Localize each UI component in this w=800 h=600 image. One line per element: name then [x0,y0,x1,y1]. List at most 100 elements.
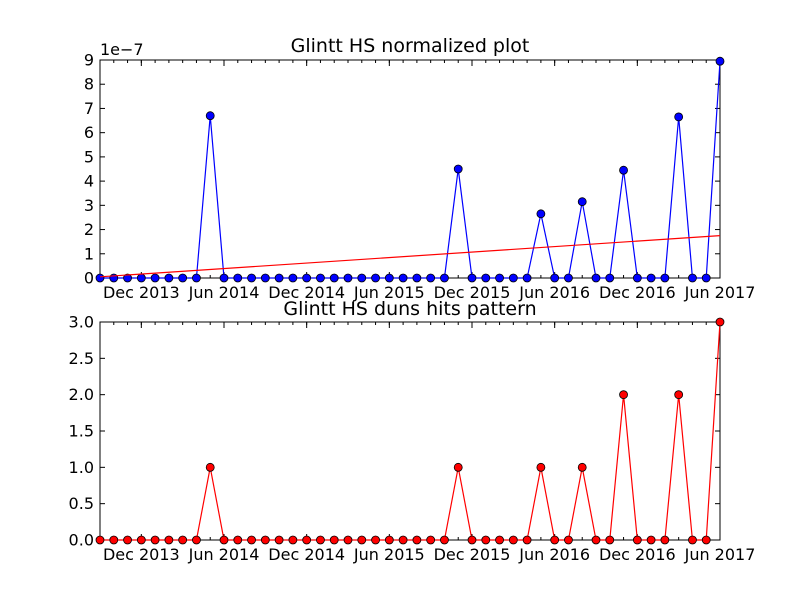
data-point [467,273,477,283]
data-point [646,535,656,545]
chart-title: Glintt HS duns hits pattern [283,298,536,320]
y-tick-label: 3.0 [69,313,94,332]
data-point [260,273,270,283]
data-point [591,273,601,283]
x-tick-label: Jun 2016 [518,545,590,564]
data-marks [95,317,725,545]
data-point [343,535,353,545]
data-point [564,535,573,545]
axis-ticks: 0.0 0.5 1.0 1.5 2.0 2.5 3.0 Dec 2013 Jun 2014 Dec… [69,313,756,565]
duns-hits-plot: Glintt HS duns hits pattern 0.0 0.5 1.0 1.5… [69,298,756,564]
data-point [550,273,560,283]
series-line [100,321,721,541]
data-point [205,111,215,121]
data-point [591,535,601,545]
data-point [316,535,325,545]
x-tick-label: Jun 2017 [684,283,756,302]
data-point [564,273,573,283]
data-point [412,535,422,545]
data-point [164,535,174,545]
data-point [95,273,105,283]
data-point [467,535,477,545]
data-point [384,273,394,283]
data-point [660,535,670,545]
x-tick-label: Jun 2014 [188,545,260,564]
y-tick-label: 6 [84,123,94,142]
data-point [150,273,160,283]
x-tick-label: Dec 2013 [103,283,180,302]
data-point [233,273,243,283]
y-tick-label: 2 [84,220,94,239]
data-point [123,273,132,283]
data-point [508,273,518,283]
x-tick-label: Dec 2015 [434,545,511,564]
data-point [302,273,312,283]
data-point [715,56,725,66]
y-tick-label: 1.0 [69,458,94,477]
normalized-plot: Glintt HS normalized plot 1e−7 0 1 2 3 4 5 6 7 8… [84,35,756,302]
chart-title: Glintt HS normalized plot [291,35,530,57]
data-point [674,112,684,122]
data-point [302,535,312,545]
data-point [646,273,656,283]
data-point [274,273,284,283]
data-point [619,165,628,175]
y-offset-label: 1e−7 [100,40,144,59]
x-tick-label: Jun 2015 [353,545,425,564]
y-tick-label: 2.5 [69,349,94,368]
data-point [495,273,504,283]
data-point [426,273,436,283]
data-point [660,273,670,283]
data-point [701,273,711,283]
y-tick-label: 7 [84,99,94,118]
data-point [701,535,711,545]
data-point [522,273,532,283]
data-point [577,197,587,207]
data-point [550,535,560,545]
x-tick-label: Jun 2014 [188,283,260,302]
data-point [412,273,422,283]
data-point [536,462,546,472]
data-point [371,535,380,545]
data-point [495,535,504,545]
data-point [577,462,587,472]
y-tick-label: 0.5 [69,494,94,513]
data-point [247,535,256,545]
data-point [632,535,642,545]
data-point [329,273,339,283]
data-point [316,273,325,283]
x-tick-label: Jun 2015 [353,283,425,302]
data-marks [95,56,725,283]
data-point [357,535,367,545]
data-point [605,273,615,283]
data-point [343,273,353,283]
axis-ticks: 0 1 2 3 4 5 6 7 8 9 Dec 2013 Jun 2014 Dec 2014 Jun 20… [84,51,756,303]
data-point [688,535,697,545]
data-point [384,535,394,545]
data-point [95,535,105,545]
data-point [233,535,243,545]
data-point [453,164,463,174]
y-tick-label: 2.0 [69,385,94,404]
y-tick-label: 1.5 [69,422,94,441]
data-point [371,273,380,283]
data-point [481,273,491,283]
data-point [440,535,449,545]
data-point [426,535,436,545]
y-tick-label: 5 [84,147,94,166]
data-point [178,273,188,283]
data-point [192,273,201,283]
data-point [136,273,146,283]
data-point [522,535,532,545]
y-tick-label: 3 [84,196,94,215]
data-point [219,535,229,545]
x-tick-label: Jun 2017 [684,545,756,564]
data-point [123,535,132,545]
data-point [274,535,284,545]
data-point [288,273,298,283]
x-tick-label: Dec 2014 [268,283,345,302]
x-tick-label: Dec 2014 [268,545,345,564]
trend-line [99,235,721,278]
series-line [100,61,721,279]
